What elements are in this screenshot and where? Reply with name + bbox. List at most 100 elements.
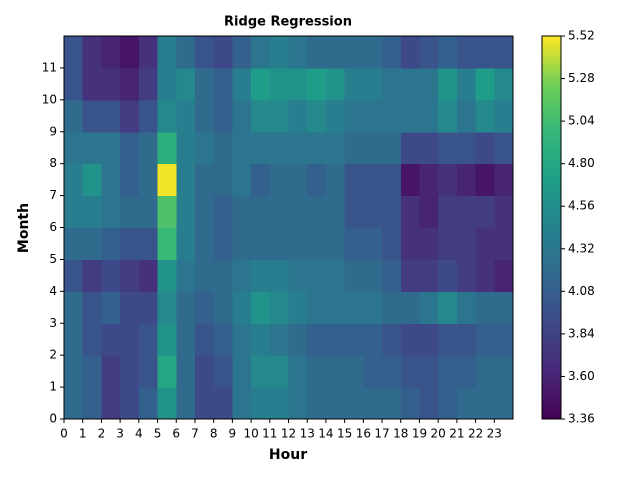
- cell: [101, 195, 121, 228]
- cell: [494, 259, 514, 292]
- colorbar-swatch: [542, 109, 561, 114]
- colorbar-swatch: [542, 412, 561, 417]
- cell: [138, 227, 159, 260]
- colorbar-tick-label: 3.60: [568, 369, 595, 383]
- colorbar-swatch: [542, 67, 561, 72]
- colorbar-swatch: [542, 112, 561, 117]
- cell: [344, 323, 364, 356]
- cell: [419, 259, 439, 292]
- cell: [138, 195, 159, 228]
- colorbar-tick-label: 5.28: [568, 71, 595, 85]
- cell: [307, 195, 327, 228]
- x-tick-label: 14: [318, 427, 333, 441]
- cell: [138, 355, 159, 388]
- colorbar-swatch: [542, 39, 561, 43]
- colorbar-swatch: [542, 147, 561, 152]
- cell: [363, 36, 383, 69]
- cell: [475, 355, 495, 388]
- cell: [213, 259, 233, 292]
- cell: [120, 163, 140, 197]
- cell: [325, 131, 346, 165]
- cell: [232, 323, 252, 356]
- cell: [157, 259, 177, 292]
- cell: [82, 36, 102, 69]
- cell: [120, 291, 140, 324]
- cell: [232, 163, 252, 197]
- x-tick-label: 15: [337, 427, 352, 441]
- cell: [288, 291, 308, 324]
- cell: [325, 291, 346, 324]
- cell: [251, 131, 271, 165]
- y-axis-label: Month: [16, 203, 32, 253]
- cell: [269, 227, 289, 260]
- colorbar-swatch: [542, 176, 561, 181]
- cell: [288, 259, 308, 292]
- colorbar-swatch: [542, 297, 561, 302]
- cell: [176, 99, 196, 133]
- cell: [213, 131, 233, 165]
- colorbar-swatch: [542, 128, 561, 133]
- x-tick-label: 12: [281, 427, 296, 441]
- cell: [475, 259, 495, 292]
- cell: [382, 259, 402, 292]
- x-tick-label: 23: [487, 427, 502, 441]
- cell: [194, 227, 215, 260]
- colorbar-swatch: [542, 160, 561, 165]
- cell: [120, 323, 140, 356]
- cell: [176, 323, 196, 356]
- cell: [456, 195, 477, 228]
- colorbar-swatch: [542, 313, 561, 318]
- colorbar-swatch: [542, 45, 561, 50]
- cell: [269, 195, 289, 228]
- x-tick-label: 3: [116, 427, 124, 441]
- cell: [363, 195, 383, 228]
- cell: [344, 355, 364, 388]
- cell: [288, 195, 308, 228]
- cell: [101, 67, 121, 101]
- cell: [157, 355, 177, 388]
- colorbar-swatch: [542, 371, 561, 375]
- colorbar-swatch: [542, 211, 561, 216]
- cell: [325, 259, 346, 292]
- colorbar-swatch: [542, 64, 561, 69]
- cell: [101, 36, 121, 69]
- cell: [344, 36, 364, 69]
- x-tick-label: 7: [191, 427, 199, 441]
- colorbar-swatch: [542, 320, 561, 324]
- colorbar-swatch: [542, 170, 561, 174]
- cell: [232, 355, 252, 388]
- colorbar-swatch: [542, 390, 561, 395]
- cell: [64, 131, 84, 165]
- colorbar-swatch: [542, 138, 561, 142]
- cell: [101, 99, 121, 133]
- cell: [138, 259, 159, 292]
- colorbar-swatch: [542, 71, 561, 75]
- cell: [213, 355, 233, 388]
- cell: [400, 67, 420, 101]
- cell: [101, 291, 121, 324]
- colorbar-swatch: [542, 361, 561, 366]
- cell: [363, 67, 383, 101]
- cell: [194, 355, 215, 388]
- cell: [494, 355, 514, 388]
- colorbar-swatch: [542, 268, 561, 273]
- cell: [138, 36, 159, 69]
- colorbar-swatch: [542, 118, 561, 123]
- cell: [475, 67, 495, 101]
- cell: [363, 131, 383, 165]
- cell: [325, 163, 346, 197]
- cell: [101, 131, 121, 165]
- colorbar-swatch: [542, 380, 561, 385]
- cell: [344, 131, 364, 165]
- colorbar-swatch: [542, 77, 561, 82]
- cell: [344, 259, 364, 292]
- colorbar-swatch: [542, 339, 561, 343]
- cell: [176, 195, 196, 228]
- colorbar-swatch: [542, 377, 561, 382]
- colorbar-swatch: [542, 310, 561, 315]
- y-tick-label: 10: [42, 92, 57, 106]
- cell: [494, 387, 514, 420]
- cell: [419, 195, 439, 228]
- cell: [288, 67, 308, 101]
- cell: [101, 227, 121, 260]
